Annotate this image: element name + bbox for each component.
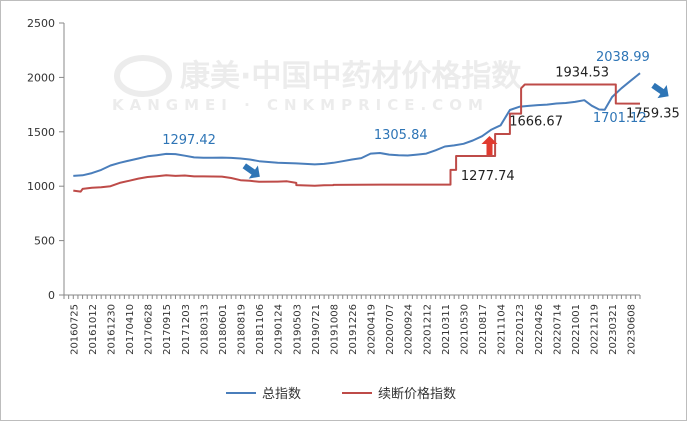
x-tick-label: 20210817 bbox=[478, 304, 489, 355]
x-tick-label: 20211104 bbox=[497, 304, 508, 355]
y-tick-label: 2000 bbox=[27, 71, 55, 84]
y-tick-label: 0 bbox=[48, 289, 55, 302]
x-tick-label: 20220426 bbox=[534, 304, 545, 355]
x-tick-label: 20181106 bbox=[255, 304, 266, 355]
x-tick-label: 20180601 bbox=[218, 304, 229, 355]
x-tick-label: 20170915 bbox=[162, 304, 173, 355]
legend: 总指数 续断价格指数 bbox=[226, 386, 456, 402]
watermark-en: KANGMEI · CNKMPRICE.COM bbox=[112, 96, 489, 114]
value-label: 1297.42 bbox=[162, 133, 216, 148]
arrow-marker-down-right bbox=[242, 163, 260, 179]
x-tick-label: 20180819 bbox=[237, 304, 248, 355]
x-tick-label: 20230321 bbox=[608, 304, 619, 355]
x-tick-label: 20220714 bbox=[552, 304, 563, 355]
x-tick-label: 20161230 bbox=[106, 304, 117, 355]
x-tick-label: 20171203 bbox=[181, 304, 192, 355]
y-tick-label: 500 bbox=[34, 235, 55, 248]
value-label: 1759.35 bbox=[626, 107, 680, 122]
x-tick-label: 20200707 bbox=[385, 304, 396, 355]
y-tick-label: 1000 bbox=[27, 180, 55, 193]
value-label: 2038.99 bbox=[596, 50, 650, 65]
x-tick-label: 20191226 bbox=[348, 304, 359, 355]
series-line-xuduan-index bbox=[73, 83, 641, 193]
x-tick-label: 20210530 bbox=[459, 304, 470, 355]
y-tick-label: 1500 bbox=[27, 126, 55, 139]
x-tick-label: 20200419 bbox=[367, 304, 378, 355]
x-tick-label: 20221219 bbox=[590, 304, 601, 355]
x-tick-label: 20221001 bbox=[571, 304, 582, 355]
legend-label-total: 总指数 bbox=[262, 387, 301, 402]
x-tick-label: 20170628 bbox=[144, 304, 155, 355]
x-tick-label: 20220123 bbox=[515, 304, 526, 355]
watermark-cn: 康美·中国中药材价格指数 bbox=[180, 59, 522, 94]
annotations: 1297.42 1305.84 1277.74 1666.67 1934.53 1701.… bbox=[162, 50, 680, 184]
value-label: 1277.74 bbox=[461, 169, 515, 184]
x-tick-label: 20190503 bbox=[292, 304, 303, 355]
x-tick-label: 20180313 bbox=[199, 304, 210, 355]
x-tick-label: 20170410 bbox=[125, 304, 136, 355]
y-tick-label: 2500 bbox=[27, 17, 55, 30]
arrow-marker-down-right bbox=[651, 82, 669, 99]
value-label: 1934.53 bbox=[555, 65, 609, 80]
series-group bbox=[73, 72, 641, 193]
value-label: 1701.12 bbox=[593, 111, 647, 126]
arrow-marker-up bbox=[481, 135, 498, 155]
x-tick-label: 20200924 bbox=[404, 304, 415, 355]
watermark: 康美·中国中药材价格指数 KANGMEI · CNKMPRICE.COM bbox=[112, 55, 522, 114]
legend-label-xuduan: 续断价格指数 bbox=[378, 386, 456, 402]
x-tick-label: 20230608 bbox=[627, 304, 638, 355]
series-line-total-index bbox=[73, 72, 641, 177]
x-tick-label: 20190124 bbox=[274, 304, 285, 355]
x-tick-label: 20191008 bbox=[329, 304, 340, 355]
value-label: 1305.84 bbox=[374, 128, 428, 143]
value-label: 1666.67 bbox=[509, 115, 563, 130]
x-tick-label: 20190721 bbox=[311, 304, 322, 355]
x-tick-label: 20201212 bbox=[422, 304, 433, 355]
axes: 0 500 1000 1500 2000 2500 20160725 20161012 2016… bbox=[27, 17, 641, 355]
x-tick-label: 20210311 bbox=[441, 304, 452, 355]
x-tick-label: 20160725 bbox=[69, 304, 80, 355]
x-tick-label: 20161012 bbox=[88, 304, 99, 355]
